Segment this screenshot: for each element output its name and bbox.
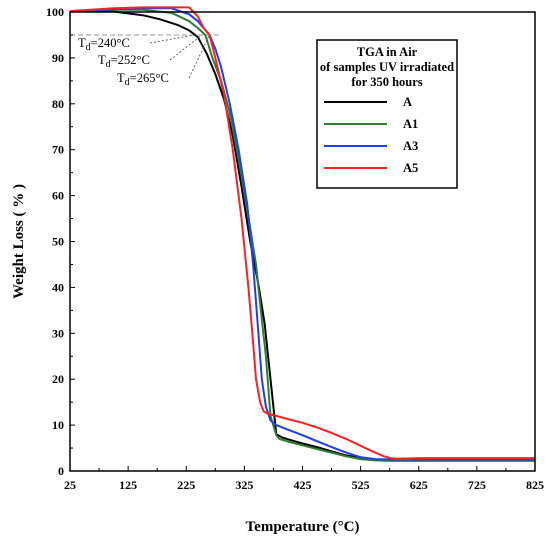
series-layer bbox=[69, 6, 535, 462]
x-tick-label: 325 bbox=[235, 478, 253, 492]
y-tick-label: 90 bbox=[52, 51, 64, 65]
series-line-a3 bbox=[69, 7, 535, 461]
y-tick-label: 50 bbox=[52, 235, 64, 249]
x-tick-label: 625 bbox=[410, 478, 428, 492]
y-tick-label: 10 bbox=[52, 418, 64, 432]
x-tick-label: 225 bbox=[177, 478, 195, 492]
x-axis-title: Temperature (°C) bbox=[246, 519, 360, 535]
annotation-layer: Td=240°CTd=252°CTd=265°C bbox=[78, 34, 210, 88]
x-tick-label: 825 bbox=[526, 478, 544, 492]
legend-box bbox=[316, 39, 458, 189]
series-line-a5 bbox=[69, 6, 535, 460]
legend-title-line: of samples UV irradiated bbox=[320, 60, 454, 74]
y-tick-label: 70 bbox=[52, 143, 64, 157]
y-tick-label: 60 bbox=[52, 189, 64, 203]
y-tick-label: 30 bbox=[52, 326, 64, 340]
td-annotation: Td=240°C bbox=[78, 36, 130, 53]
legend-label: A3 bbox=[403, 139, 418, 153]
legend-label: A1 bbox=[403, 117, 418, 131]
td-leader-line bbox=[149, 34, 196, 44]
x-tick-label: 525 bbox=[352, 478, 370, 492]
legend-label: A bbox=[403, 95, 412, 109]
td-annotation: Td=252°C bbox=[98, 53, 150, 70]
legend-label: A5 bbox=[403, 161, 418, 175]
x-tick-label: 25 bbox=[64, 478, 76, 492]
x-tick-label: 725 bbox=[468, 478, 486, 492]
y-tick-label: 20 bbox=[52, 372, 64, 386]
y-tick-label: 80 bbox=[52, 97, 64, 111]
y-tick-label: 0 bbox=[58, 464, 64, 478]
y-tick-label: 100 bbox=[46, 5, 64, 19]
td-annotation: Td=265°C bbox=[117, 71, 169, 88]
ticks-layer: 25 125 225 325 425 525 625 725 825 0 10 20 30 40 50 60 7… bbox=[46, 5, 544, 492]
x-tick-label: 125 bbox=[119, 478, 137, 492]
x-tick-label: 425 bbox=[294, 478, 312, 492]
td-leader-line bbox=[169, 34, 203, 61]
y-axis-title: Weight Loss ( % ) bbox=[11, 184, 27, 299]
series-line-a1 bbox=[69, 8, 535, 462]
legend-title-line: TGA in Air bbox=[357, 45, 418, 59]
legend-title-line: for 350 hours bbox=[351, 75, 422, 89]
y-tick-label: 40 bbox=[52, 280, 64, 294]
